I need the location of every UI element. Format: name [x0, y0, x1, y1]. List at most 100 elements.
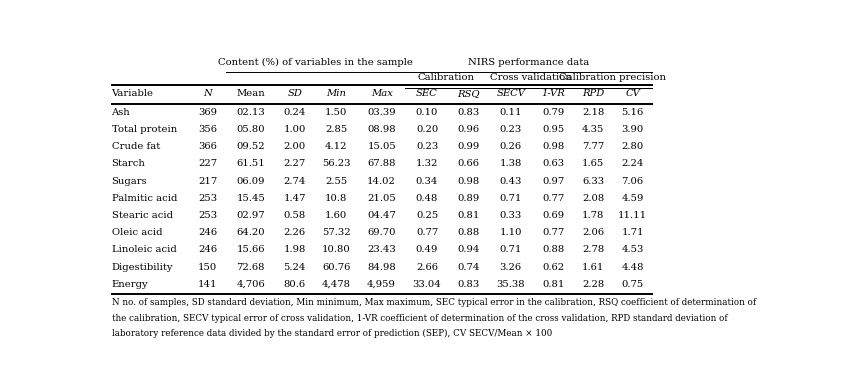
Text: Ash: Ash	[111, 108, 130, 117]
Text: 0.83: 0.83	[457, 108, 479, 117]
Text: 6.33: 6.33	[582, 177, 604, 186]
Text: 1.10: 1.10	[500, 228, 522, 237]
Text: 2.24: 2.24	[621, 159, 643, 169]
Text: 2.26: 2.26	[284, 228, 306, 237]
Text: Max: Max	[371, 89, 393, 98]
Text: 1.60: 1.60	[325, 211, 348, 220]
Text: 0.49: 0.49	[416, 245, 439, 254]
Text: 253: 253	[198, 211, 218, 220]
Text: 0.48: 0.48	[416, 194, 439, 203]
Text: 1-VR: 1-VR	[541, 89, 565, 98]
Text: 0.33: 0.33	[500, 211, 522, 220]
Text: 1.98: 1.98	[283, 245, 306, 254]
Text: Energy: Energy	[111, 280, 148, 289]
Text: 0.77: 0.77	[416, 228, 439, 237]
Text: 3.90: 3.90	[621, 125, 643, 134]
Text: N: N	[203, 89, 212, 98]
Text: 141: 141	[198, 280, 218, 289]
Text: 0.34: 0.34	[416, 177, 439, 186]
Text: 0.23: 0.23	[500, 125, 522, 134]
Text: Mean: Mean	[236, 89, 265, 98]
Text: 15.45: 15.45	[236, 194, 265, 203]
Text: Calibration precision: Calibration precision	[559, 74, 666, 82]
Text: Stearic acid: Stearic acid	[111, 211, 173, 220]
Text: 2.00: 2.00	[284, 142, 306, 151]
Text: 1.65: 1.65	[582, 159, 604, 169]
Text: 246: 246	[198, 228, 218, 237]
Text: laboratory reference data divided by the standard error of prediction (SEP), CV : laboratory reference data divided by the…	[111, 329, 552, 338]
Text: 0.75: 0.75	[621, 280, 643, 289]
Text: 2.08: 2.08	[582, 194, 604, 203]
Text: RSQ: RSQ	[457, 89, 480, 98]
Text: SECV: SECV	[496, 89, 525, 98]
Text: 4.12: 4.12	[325, 142, 348, 151]
Text: 0.26: 0.26	[500, 142, 522, 151]
Text: NIRS performance data: NIRS performance data	[468, 58, 589, 67]
Text: 366: 366	[198, 142, 217, 151]
Text: 80.6: 80.6	[284, 280, 306, 289]
Text: Palmitic acid: Palmitic acid	[111, 194, 177, 203]
Text: 0.95: 0.95	[542, 125, 564, 134]
Text: 0.77: 0.77	[542, 228, 564, 237]
Text: 84.98: 84.98	[367, 263, 396, 271]
Text: 08.98: 08.98	[367, 125, 396, 134]
Text: Oleic acid: Oleic acid	[111, 228, 162, 237]
Text: 253: 253	[198, 194, 218, 203]
Text: RPD: RPD	[582, 89, 604, 98]
Text: 0.71: 0.71	[500, 245, 522, 254]
Text: Total protein: Total protein	[111, 125, 177, 134]
Text: 0.98: 0.98	[457, 177, 479, 186]
Text: 67.88: 67.88	[367, 159, 396, 169]
Text: 0.58: 0.58	[284, 211, 306, 220]
Text: 0.96: 0.96	[457, 125, 479, 134]
Text: 03.39: 03.39	[367, 108, 396, 117]
Text: 57.32: 57.32	[322, 228, 350, 237]
Text: 56.23: 56.23	[322, 159, 350, 169]
Text: 0.24: 0.24	[283, 108, 306, 117]
Text: 69.70: 69.70	[367, 228, 396, 237]
Text: Variable: Variable	[111, 89, 154, 98]
Text: 7.06: 7.06	[621, 177, 643, 186]
Text: Linoleic acid: Linoleic acid	[111, 245, 176, 254]
Text: 0.62: 0.62	[542, 263, 564, 271]
Text: 4,959: 4,959	[367, 280, 396, 289]
Text: 150: 150	[198, 263, 218, 271]
Text: 4.48: 4.48	[621, 263, 643, 271]
Text: 0.10: 0.10	[416, 108, 439, 117]
Text: 10.80: 10.80	[322, 245, 350, 254]
Text: 0.89: 0.89	[457, 194, 479, 203]
Text: 60.76: 60.76	[322, 263, 350, 271]
Text: 0.88: 0.88	[542, 245, 564, 254]
Text: the calibration, SECV typical error of cross validation, 1-VR coefficient of det: the calibration, SECV typical error of c…	[111, 314, 727, 323]
Text: 4,478: 4,478	[321, 280, 351, 289]
Text: 356: 356	[198, 125, 218, 134]
Text: 05.80: 05.80	[236, 125, 265, 134]
Text: 1.61: 1.61	[582, 263, 604, 271]
Text: Content (%) of variables in the sample: Content (%) of variables in the sample	[218, 58, 413, 67]
Text: 0.81: 0.81	[457, 211, 479, 220]
Text: 2.78: 2.78	[582, 245, 604, 254]
Text: Starch: Starch	[111, 159, 145, 169]
Text: Digestibility: Digestibility	[111, 263, 173, 271]
Text: 0.43: 0.43	[500, 177, 522, 186]
Text: SD: SD	[287, 89, 302, 98]
Text: 0.25: 0.25	[416, 211, 439, 220]
Text: 2.18: 2.18	[582, 108, 604, 117]
Text: 02.97: 02.97	[236, 211, 265, 220]
Text: 1.47: 1.47	[283, 194, 306, 203]
Text: 0.77: 0.77	[542, 194, 564, 203]
Text: 0.79: 0.79	[542, 108, 564, 117]
Text: 64.20: 64.20	[236, 228, 265, 237]
Text: 0.20: 0.20	[416, 125, 439, 134]
Text: 2.74: 2.74	[283, 177, 306, 186]
Text: 227: 227	[198, 159, 218, 169]
Text: 2.66: 2.66	[416, 263, 438, 271]
Text: 21.05: 21.05	[367, 194, 396, 203]
Text: 10.8: 10.8	[325, 194, 348, 203]
Text: 0.97: 0.97	[542, 177, 564, 186]
Text: 0.23: 0.23	[416, 142, 439, 151]
Text: 14.02: 14.02	[367, 177, 396, 186]
Text: SEC: SEC	[416, 89, 438, 98]
Text: 02.13: 02.13	[236, 108, 265, 117]
Text: 06.09: 06.09	[236, 177, 265, 186]
